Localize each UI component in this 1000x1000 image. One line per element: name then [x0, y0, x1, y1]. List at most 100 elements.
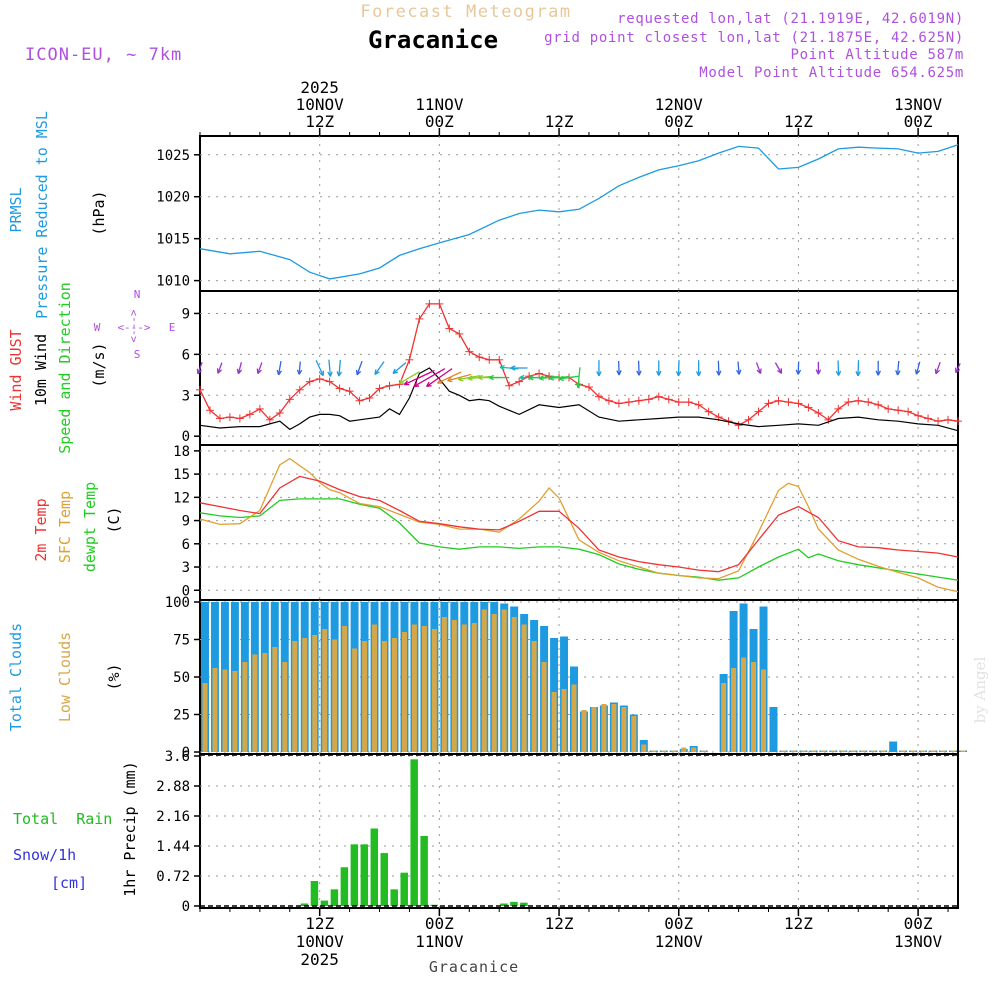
gust-marker [774, 396, 783, 405]
lowclouds-bar [641, 744, 647, 752]
totalclouds-bar [769, 707, 778, 752]
wind-arrow-head [857, 371, 861, 377]
x-tick-label-top: 12NOV [655, 95, 704, 114]
wind-arrow [795, 361, 802, 375]
wind-arrow-shaft [426, 368, 453, 387]
lowclouds-bar [471, 623, 477, 752]
wind-arrow [558, 375, 580, 382]
y-tick-label: 25 [173, 708, 190, 724]
x-tick-label-top: 12Z [784, 112, 813, 131]
lowclouds-bar [930, 750, 936, 752]
x-tick-label-bottom: 00Z [904, 914, 933, 933]
gust-marker [894, 406, 903, 415]
lowclouds-bar [262, 653, 268, 752]
wind-arrow-head [955, 368, 961, 374]
wind-arrow-head [895, 370, 899, 376]
lowclouds-bar [511, 617, 517, 752]
wind-arrow-shaft [197, 361, 203, 375]
lowclouds-bar [790, 750, 796, 752]
wind-arrow-shaft [328, 359, 332, 377]
wind-arrow [736, 361, 742, 375]
wind-arrow-head [436, 378, 442, 384]
x-tick-label-top: 00Z [425, 112, 454, 131]
x-tick-label-top: 10NOV [296, 95, 345, 114]
wind-arrow [548, 375, 569, 381]
wind-units: (m/s) [90, 342, 108, 387]
wind-arrow-shaft [217, 362, 223, 374]
wind-arrow-head [403, 380, 408, 385]
lowclouds-bar [940, 750, 946, 752]
rain-bar [330, 889, 339, 906]
location-title: Gracanice [368, 26, 498, 54]
y-tick-label: 1.44 [156, 839, 190, 855]
lowclouds-bar [691, 747, 697, 752]
lowclouds-bar [372, 624, 378, 752]
compass-horizontal-arrow: <---> [117, 321, 150, 334]
x-tick-label-top: 2025 [300, 78, 339, 97]
wind-arrow-head [875, 370, 879, 376]
wind-arrow [774, 362, 783, 374]
gust-marker [385, 381, 394, 390]
gust-marker [684, 398, 693, 407]
gust-marker [754, 407, 763, 416]
lowclouds-bar [401, 632, 407, 752]
temp2m-line [199, 475, 959, 573]
wind-arrow [236, 362, 243, 375]
wind-arrow [392, 362, 407, 375]
gust-marker [265, 415, 274, 424]
gust-marker [934, 417, 943, 426]
y-tick-label: 2.88 [156, 779, 190, 795]
wind-arrow-head [914, 369, 918, 375]
gust-marker [704, 407, 713, 416]
y-tick-label: 6 [182, 537, 190, 553]
compass-east: E [169, 321, 176, 334]
lowclouds-bar [541, 662, 547, 752]
y-tick-label: 0.72 [156, 869, 190, 885]
wind-arrow-head [877, 370, 881, 376]
wind-arrow-head [558, 375, 564, 380]
wind-panel [199, 290, 959, 446]
wind-arrow-shaft [277, 360, 282, 376]
lowclouds-bar [212, 668, 218, 752]
x-tick-label-top: 13NOV [894, 95, 943, 114]
wind-arrow-shaft [637, 360, 640, 376]
lowclouds-bar [362, 641, 368, 752]
lowclouds-bar [202, 683, 208, 752]
wind-arrow [656, 360, 662, 376]
x-tick-label-bottom: 10NOV [296, 932, 345, 951]
gust-marker [644, 395, 653, 404]
wind-arrow-shaft [935, 361, 941, 375]
gust-marker [375, 384, 384, 393]
wind-arrow-head [915, 370, 921, 375]
gust-marker [634, 396, 643, 405]
gust-marker [505, 381, 514, 390]
x-tick-label-bottom: 12Z [545, 914, 574, 933]
gust-marker [395, 380, 404, 389]
y-tick-label: 6 [182, 347, 190, 363]
lowclouds-bar [531, 641, 537, 752]
wind-arrow [403, 369, 435, 386]
rain-bar [340, 867, 349, 906]
wind-arrow-shaft [755, 362, 762, 374]
wind-arrow [538, 375, 560, 381]
wind-arrow [327, 359, 333, 377]
lowclouds-bar [272, 647, 278, 752]
wind-arrow-shaft [915, 361, 921, 375]
sfctemp-line [199, 457, 959, 593]
lowclouds-bar [870, 750, 876, 752]
gust-marker [854, 396, 863, 405]
rain-bar [310, 881, 319, 906]
totalclouds-label: Total Clouds [7, 623, 25, 731]
wind-arrow-head [519, 376, 525, 381]
lowclouds-bar [302, 638, 308, 752]
pressure-line [199, 144, 959, 280]
wind-arrow-head [447, 376, 452, 382]
y-tick-label: 3 [182, 388, 190, 404]
lowclouds-bar [810, 750, 816, 752]
gust-marker [864, 398, 873, 407]
lowclouds-bar [601, 704, 607, 752]
wind-arrow [413, 368, 446, 388]
wind-arrow-head [756, 369, 762, 375]
wind-arrow-head [477, 374, 483, 379]
wind-arrow-head [815, 369, 819, 375]
